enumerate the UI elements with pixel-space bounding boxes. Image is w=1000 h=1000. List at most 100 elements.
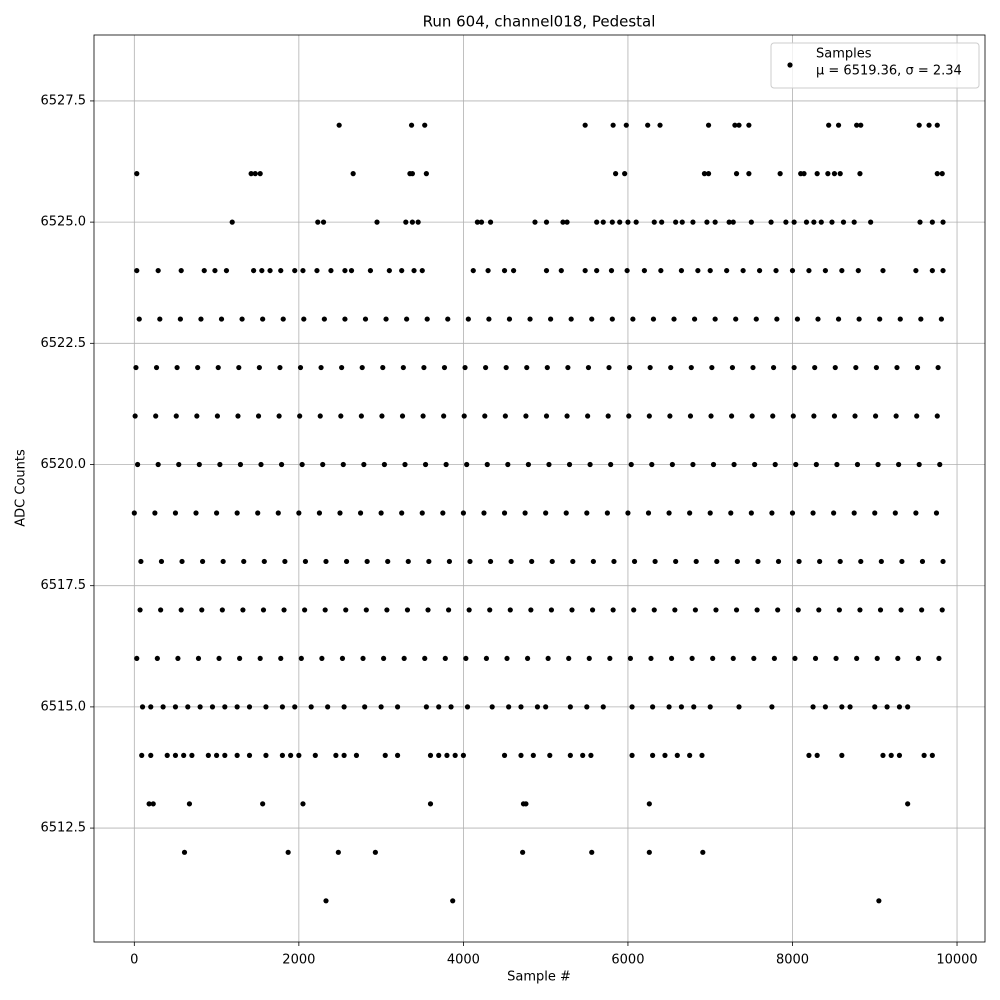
point bbox=[831, 413, 838, 419]
point bbox=[794, 316, 801, 322]
point bbox=[710, 655, 716, 662]
point bbox=[892, 510, 898, 516]
point bbox=[929, 752, 935, 758]
point bbox=[478, 219, 485, 225]
y-tick-label: 6527.5 bbox=[41, 93, 87, 108]
point bbox=[363, 607, 369, 613]
point bbox=[462, 364, 468, 371]
point bbox=[700, 849, 706, 855]
point bbox=[565, 364, 571, 371]
point bbox=[155, 461, 161, 468]
point bbox=[940, 219, 946, 225]
point bbox=[196, 461, 202, 468]
point bbox=[481, 510, 487, 516]
point bbox=[154, 655, 160, 662]
point bbox=[234, 510, 240, 516]
point bbox=[523, 801, 529, 807]
point bbox=[657, 122, 663, 128]
point bbox=[258, 461, 264, 468]
point bbox=[261, 558, 267, 565]
point bbox=[279, 704, 286, 710]
y-tick-label: 6520.0 bbox=[41, 457, 87, 472]
point bbox=[134, 655, 140, 662]
point bbox=[298, 655, 304, 662]
point bbox=[939, 171, 945, 177]
y-tick-label: 6517.5 bbox=[41, 578, 87, 593]
point bbox=[364, 558, 370, 565]
point bbox=[754, 607, 760, 613]
point bbox=[678, 267, 685, 274]
point bbox=[213, 510, 220, 516]
point bbox=[259, 267, 265, 274]
point bbox=[172, 704, 179, 710]
point bbox=[518, 752, 524, 758]
point bbox=[836, 607, 842, 613]
point bbox=[379, 413, 385, 419]
point bbox=[753, 316, 759, 322]
point bbox=[673, 219, 679, 225]
point bbox=[940, 558, 946, 565]
point bbox=[419, 267, 425, 274]
point bbox=[378, 704, 384, 710]
point bbox=[831, 171, 838, 177]
point bbox=[582, 122, 588, 128]
point bbox=[898, 607, 904, 613]
point bbox=[607, 655, 613, 662]
point bbox=[381, 461, 388, 468]
point bbox=[726, 219, 732, 225]
point bbox=[482, 413, 488, 419]
point bbox=[193, 510, 199, 516]
point bbox=[322, 607, 328, 613]
point bbox=[648, 655, 654, 662]
point bbox=[220, 558, 226, 565]
point bbox=[756, 267, 763, 274]
point bbox=[148, 704, 154, 710]
point bbox=[587, 461, 593, 468]
point bbox=[148, 752, 154, 758]
point bbox=[688, 364, 694, 371]
point bbox=[880, 752, 886, 758]
point bbox=[464, 461, 470, 468]
point bbox=[651, 607, 657, 613]
point bbox=[278, 267, 284, 274]
point bbox=[567, 704, 573, 710]
point bbox=[832, 364, 838, 371]
point bbox=[487, 558, 494, 565]
point bbox=[502, 413, 508, 419]
point bbox=[934, 171, 940, 177]
point bbox=[646, 801, 652, 807]
point bbox=[627, 655, 634, 662]
point bbox=[523, 413, 529, 419]
point bbox=[594, 267, 600, 274]
point bbox=[415, 219, 421, 225]
point bbox=[803, 219, 810, 225]
point bbox=[611, 558, 617, 565]
point bbox=[899, 558, 905, 565]
point bbox=[467, 558, 473, 565]
point bbox=[914, 413, 920, 419]
point bbox=[411, 267, 417, 274]
point bbox=[613, 171, 619, 177]
point bbox=[216, 655, 222, 662]
point bbox=[548, 607, 555, 613]
point bbox=[260, 801, 266, 807]
point bbox=[241, 558, 247, 565]
point bbox=[835, 316, 842, 322]
point bbox=[590, 558, 596, 565]
point bbox=[877, 316, 883, 322]
point bbox=[339, 364, 345, 371]
point bbox=[301, 316, 307, 322]
point bbox=[421, 364, 427, 371]
point bbox=[246, 752, 253, 758]
point bbox=[543, 267, 550, 274]
point bbox=[649, 461, 655, 468]
point bbox=[626, 364, 633, 371]
x-tick-label: 0 bbox=[130, 953, 138, 968]
point bbox=[775, 607, 781, 613]
point bbox=[197, 704, 203, 710]
point bbox=[709, 364, 715, 371]
point bbox=[420, 413, 426, 419]
point bbox=[857, 607, 863, 613]
point bbox=[768, 219, 774, 225]
point bbox=[851, 510, 857, 516]
